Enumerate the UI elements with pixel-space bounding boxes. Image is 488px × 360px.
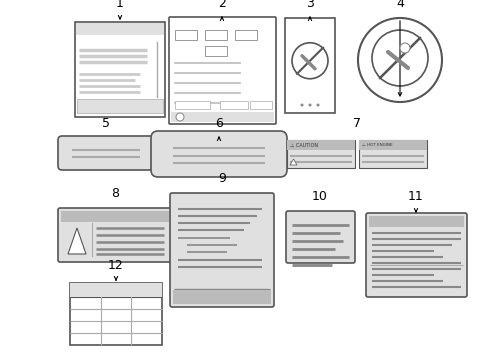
Circle shape (316, 104, 319, 107)
Bar (173, 290, 270, 304)
Bar (285, 18, 334, 113)
Text: 9: 9 (218, 172, 225, 185)
Bar (358, 140, 426, 168)
Bar (61, 211, 169, 222)
Text: 8: 8 (111, 187, 119, 200)
Text: 4: 4 (395, 0, 403, 10)
Bar (204, 46, 226, 56)
Text: ⚠ HOT ENGINE: ⚠ HOT ENGINE (361, 143, 392, 147)
Bar (368, 216, 463, 227)
Text: 7: 7 (352, 117, 360, 130)
Circle shape (357, 18, 441, 102)
Circle shape (291, 43, 327, 79)
Circle shape (300, 104, 303, 107)
Text: 11: 11 (407, 190, 423, 203)
Bar (75, 22, 164, 117)
Bar (70, 283, 162, 297)
Text: 3: 3 (305, 0, 313, 10)
Polygon shape (289, 159, 296, 165)
FancyBboxPatch shape (151, 131, 286, 177)
Text: ⚠ CAUTION: ⚠ CAUTION (289, 143, 318, 148)
Circle shape (399, 43, 409, 53)
Circle shape (176, 113, 183, 121)
Text: 6: 6 (215, 117, 223, 130)
Polygon shape (68, 228, 86, 254)
Bar (249, 101, 271, 109)
Bar (286, 140, 354, 150)
Bar (175, 101, 209, 109)
Text: 10: 10 (311, 190, 327, 203)
Circle shape (308, 104, 311, 107)
Text: 2: 2 (218, 0, 225, 10)
Bar (220, 101, 247, 109)
FancyBboxPatch shape (169, 17, 275, 124)
Bar (204, 30, 226, 40)
Bar (77, 99, 163, 113)
Bar (171, 112, 273, 122)
FancyBboxPatch shape (170, 193, 273, 307)
FancyBboxPatch shape (58, 208, 172, 262)
Bar (286, 140, 354, 168)
Circle shape (371, 30, 427, 86)
Bar (235, 30, 257, 40)
Bar (358, 140, 426, 150)
FancyBboxPatch shape (58, 136, 154, 170)
Text: 12: 12 (108, 259, 123, 272)
Bar (70, 283, 162, 345)
FancyBboxPatch shape (285, 211, 354, 263)
FancyBboxPatch shape (76, 23, 163, 35)
Bar (175, 30, 197, 40)
FancyBboxPatch shape (365, 213, 466, 297)
Text: 1: 1 (116, 0, 123, 10)
Text: 5: 5 (102, 117, 110, 130)
